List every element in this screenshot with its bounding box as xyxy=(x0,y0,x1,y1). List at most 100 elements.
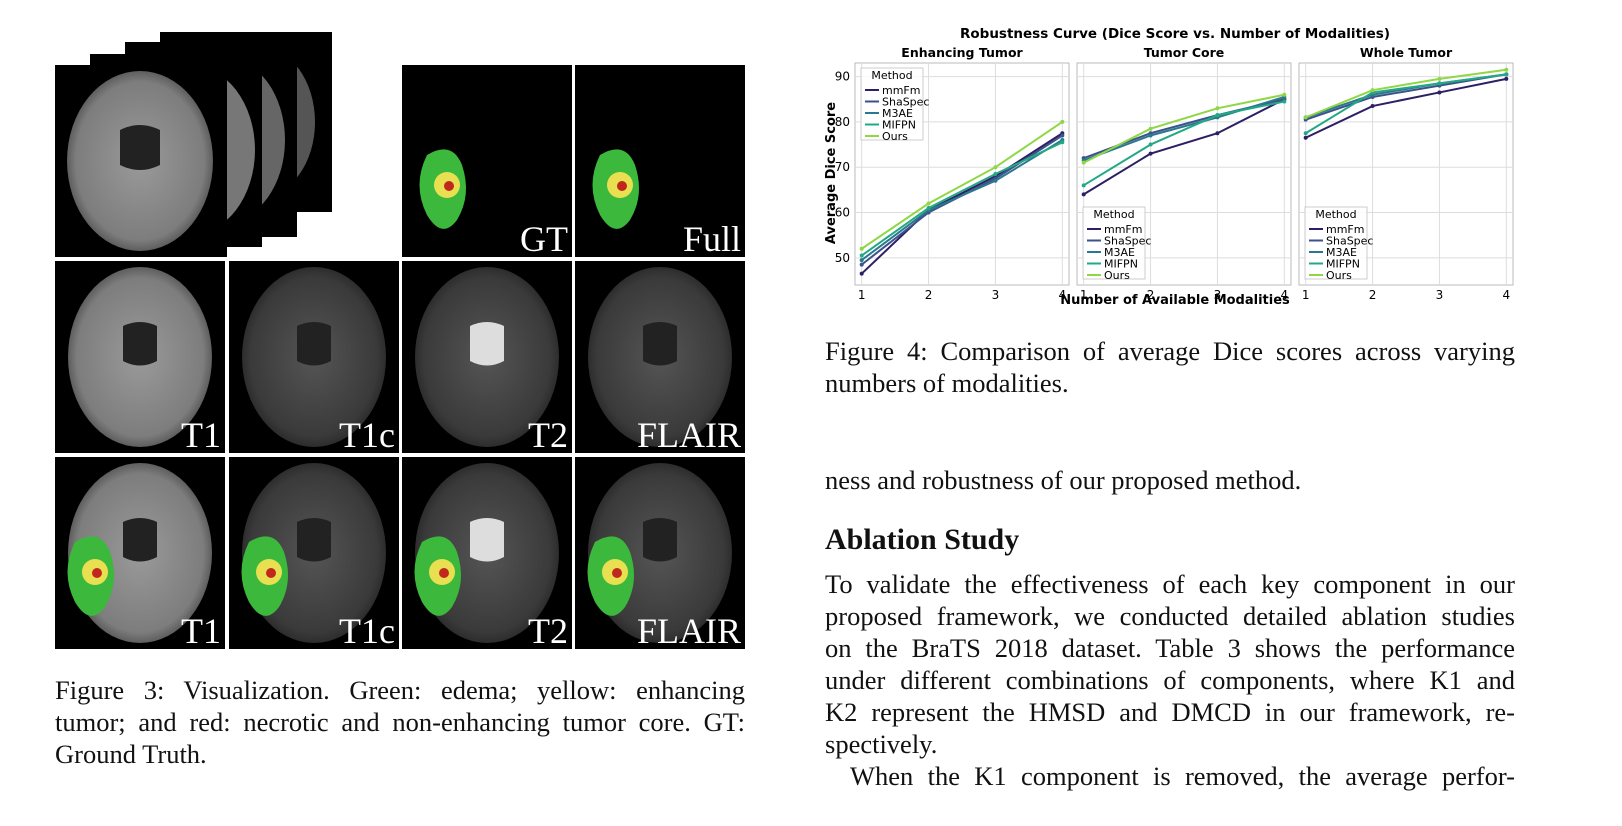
ventricle xyxy=(470,518,504,562)
point xyxy=(859,271,864,276)
core xyxy=(617,181,627,191)
point xyxy=(993,165,998,170)
series-line xyxy=(860,132,1063,275)
panel-label: T1 xyxy=(181,415,221,455)
point xyxy=(1081,160,1086,165)
legend-label: Ours xyxy=(882,130,908,143)
point xyxy=(1370,88,1375,93)
core xyxy=(439,568,449,578)
series-line xyxy=(1305,77,1507,139)
body-line: proposed framework, we conducted detaile… xyxy=(825,601,1515,631)
figure-3: GT Full T1 T1c T2 FLAIR T1 T1c T2 FLAIR xyxy=(55,32,745,651)
point xyxy=(1148,133,1153,138)
point xyxy=(1081,183,1086,188)
panel-label: T2 xyxy=(528,611,568,651)
body-line: To validate the effectiveness of each ke… xyxy=(825,569,1515,599)
point xyxy=(1303,135,1308,140)
caption-line: numbers of modalities. xyxy=(825,368,1069,398)
body-line: spectively. xyxy=(825,729,938,759)
body-line: K2 represent the HMSD and DMCD in our fr… xyxy=(825,697,1515,727)
core xyxy=(92,568,102,578)
legend-label: M3AE xyxy=(1326,246,1357,259)
panel-label: Full xyxy=(683,219,741,259)
mri-panel: T2 xyxy=(402,457,572,651)
y-axis-label: Average Dice Score xyxy=(824,102,839,244)
point xyxy=(1148,126,1153,131)
point xyxy=(1148,151,1153,156)
legend-label: ShaSpec xyxy=(882,96,929,109)
ventricle xyxy=(297,518,331,562)
y-tick-label: 80 xyxy=(835,115,850,129)
subplot-title: Enhancing Tumor xyxy=(901,45,1023,60)
mri-panel: FLAIR xyxy=(575,261,745,455)
body-line: ness and robustness of our proposed meth… xyxy=(825,465,1302,495)
series-line xyxy=(1305,73,1507,121)
point xyxy=(926,205,931,210)
point xyxy=(859,258,864,263)
y-tick-label: 60 xyxy=(835,206,850,220)
mri-panel: T1c xyxy=(229,261,399,455)
figure-4-chart: Robustness Curve (Dice Score vs. Number … xyxy=(824,26,1514,308)
legend-label: Ours xyxy=(1326,269,1352,282)
point xyxy=(1215,131,1220,136)
point xyxy=(1504,72,1509,77)
core xyxy=(444,181,454,191)
core xyxy=(266,568,276,578)
caption-line: Ground Truth. xyxy=(55,739,207,769)
legend-title: Method xyxy=(1315,208,1356,221)
point xyxy=(1060,119,1065,124)
x-tick-label: 3 xyxy=(992,288,1000,302)
ventricle xyxy=(297,322,331,366)
legend-box xyxy=(860,67,924,141)
series-line xyxy=(861,141,1063,257)
point xyxy=(1081,192,1086,197)
y-tick-label: 50 xyxy=(835,251,850,265)
caption-line: tumor; and red: necrotic and non-enhanci… xyxy=(55,707,745,737)
x-tick-label: 1 xyxy=(1302,288,1310,302)
caption-line: Figure 3: Visualization. Green: edema; y… xyxy=(55,675,745,705)
legend-label: mmFm xyxy=(1326,223,1364,236)
point xyxy=(859,246,864,251)
subplot-title: Whole Tumor xyxy=(1360,45,1453,60)
point xyxy=(1060,133,1065,138)
x-tick-label: 1 xyxy=(858,288,866,302)
mri-panel: T2 xyxy=(402,261,572,455)
caption-line: Figure 4: Comparison of average Dice sco… xyxy=(825,336,1515,366)
y-tick-label: 70 xyxy=(835,160,850,174)
legend-label: ShaSpec xyxy=(1104,235,1151,248)
suptitle: Robustness Curve (Dice Score vs. Number … xyxy=(960,26,1390,42)
y-tick-label: 90 xyxy=(835,70,850,84)
series-line xyxy=(1083,100,1285,187)
point xyxy=(993,178,998,183)
point xyxy=(1504,76,1509,81)
x-tick-label: 4 xyxy=(1058,288,1066,302)
section-heading: Ablation Study xyxy=(825,523,1020,556)
panels: GT Full T1 T1c T2 FLAIR T1 T1c T2 FLAIR xyxy=(55,65,745,651)
panel-label: GT xyxy=(520,219,568,259)
legend-label: M3AE xyxy=(1104,246,1135,259)
x-tick-label: 4 xyxy=(1502,288,1510,302)
series-line xyxy=(861,139,1063,261)
point xyxy=(859,262,864,267)
body-line: on the BraTS 2018 dataset. Table 3 shows… xyxy=(825,633,1515,663)
point xyxy=(1215,106,1220,111)
panel-label: FLAIR xyxy=(637,415,741,455)
point xyxy=(1060,140,1065,145)
series-line xyxy=(861,121,1063,250)
legend-label: Ours xyxy=(1104,269,1130,282)
mri-panel: GT xyxy=(402,65,572,259)
point xyxy=(926,201,931,206)
legend-label: mmFm xyxy=(882,84,920,97)
point xyxy=(1437,90,1442,95)
point xyxy=(993,172,998,176)
stack xyxy=(55,32,332,257)
point xyxy=(1437,81,1442,86)
mri-panel: T1c xyxy=(229,457,399,651)
panel-label: FLAIR xyxy=(637,611,741,651)
ventricle xyxy=(643,518,677,562)
panel-label: T1c xyxy=(339,611,395,651)
point xyxy=(1303,115,1308,120)
